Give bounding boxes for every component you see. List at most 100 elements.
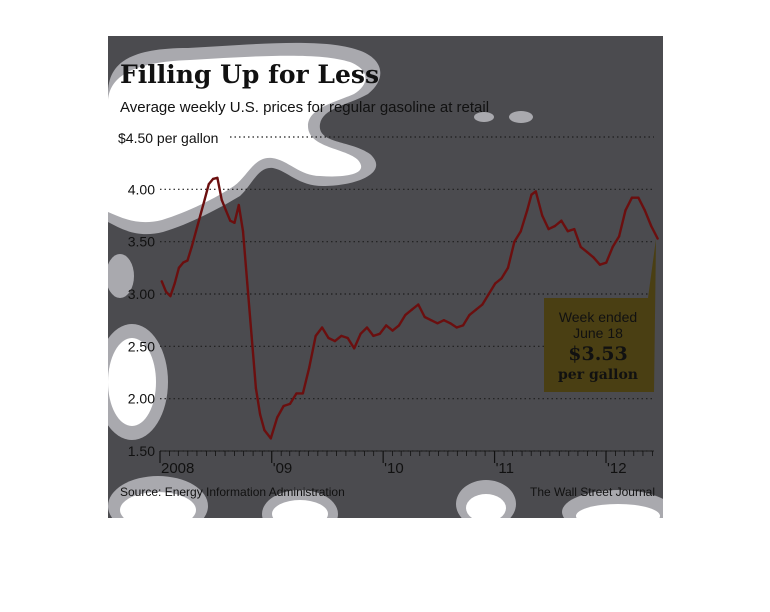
data-point [295, 392, 298, 395]
splotch-bottom-mid [272, 500, 328, 518]
callout-unit: per gallon [558, 367, 638, 383]
data-point [288, 402, 292, 405]
title-splotch [108, 55, 366, 223]
data-point [314, 334, 317, 337]
series-layer [160, 176, 659, 440]
data-point [455, 326, 458, 329]
data-point [259, 413, 262, 416]
data-point [573, 228, 576, 231]
data-point [519, 230, 522, 233]
data-point [190, 245, 193, 248]
data-point [618, 235, 621, 238]
data-point [500, 277, 503, 280]
data-point [372, 334, 375, 337]
data-point [194, 230, 198, 233]
splotch-bottom-left [120, 492, 196, 518]
data-point [579, 245, 582, 248]
data-point [506, 266, 510, 269]
data-point [637, 196, 640, 199]
data-point [436, 322, 439, 325]
data-point [643, 209, 646, 212]
data-point [585, 251, 589, 254]
data-point [650, 224, 653, 228]
data-point [449, 322, 452, 325]
chart-title: Filling Up for Less [120, 60, 379, 89]
data-point [263, 428, 266, 432]
data-point [429, 319, 433, 322]
data-point [308, 366, 311, 369]
data-point [534, 190, 537, 193]
y-tick-label: 2.50 [128, 338, 155, 354]
data-point [611, 245, 614, 248]
data-point [481, 303, 484, 306]
data-point [530, 193, 533, 196]
data-point [397, 324, 401, 327]
data-point [207, 183, 210, 186]
data-point [624, 209, 627, 212]
data-point [423, 315, 426, 319]
x-tick-label: '09 [273, 460, 293, 477]
data-point [320, 326, 324, 329]
data-point [169, 294, 172, 298]
data-point [541, 214, 544, 217]
data-point [442, 319, 446, 322]
data-point [346, 336, 349, 340]
data-point [177, 266, 181, 269]
y-tick-label: 3.50 [128, 234, 155, 250]
callout: Week ended June 18 $3.53 per gallon [544, 239, 656, 392]
callout-line2: June 18 [573, 325, 623, 341]
data-point [340, 334, 343, 337]
data-point [592, 256, 595, 259]
data-point [237, 203, 240, 207]
data-point [250, 334, 253, 337]
data-point [417, 303, 420, 306]
splotch-drop-1 [474, 112, 494, 122]
splotch-bottom-right [576, 504, 660, 518]
chart: 4.00 3.50 3.00 2.50 2.00 1.50 Filling Up for … [108, 36, 663, 518]
data-point [276, 416, 279, 419]
data-point [282, 404, 285, 408]
callout-line1: Week ended [559, 309, 637, 325]
x-tick-label: '12 [607, 460, 627, 477]
data-point [229, 219, 232, 222]
data-point [269, 437, 272, 440]
splotch-left-top-ring [108, 254, 134, 298]
data-point [404, 313, 407, 317]
data-point [199, 214, 202, 217]
data-point [474, 308, 478, 311]
data-point [216, 176, 219, 179]
y-unit-label: $4.50 per gallon [118, 130, 218, 146]
data-point [203, 198, 206, 201]
data-point [220, 198, 223, 201]
data-point [186, 259, 189, 262]
data-point [547, 228, 550, 231]
callout-value: $3.53 [568, 343, 628, 365]
chart-figure: 4.00 3.50 3.00 2.50 2.00 1.50 Filling Up for … [108, 36, 663, 518]
data-point [513, 240, 516, 243]
data-point [359, 332, 362, 335]
x-axis: 2008 '09 '10 '11 '12 [159, 450, 654, 477]
x-tick-label: 2008 [161, 460, 194, 477]
data-point [462, 324, 465, 327]
data-point [160, 280, 163, 283]
splotch-left [108, 338, 156, 426]
x-tick-label: '10 [384, 460, 404, 477]
data-point [173, 282, 176, 285]
data-point [333, 340, 337, 343]
data-point [212, 177, 215, 180]
y-tick-label: 1.50 [128, 443, 155, 459]
data-point [566, 230, 569, 233]
data-point [468, 313, 471, 317]
data-point [378, 332, 381, 335]
data-point [410, 308, 413, 311]
data-point [182, 261, 185, 264]
data-point [487, 292, 490, 296]
splotch-bottom-center [466, 494, 506, 518]
data-point [526, 209, 529, 212]
data-point [254, 387, 257, 390]
chart-subtitle: Average weekly U.S. prices for regular g… [120, 99, 489, 116]
data-point [605, 261, 608, 264]
data-point [241, 230, 245, 233]
y-tick-label: 2.00 [128, 391, 155, 407]
x-tick-label: '11 [496, 460, 514, 477]
